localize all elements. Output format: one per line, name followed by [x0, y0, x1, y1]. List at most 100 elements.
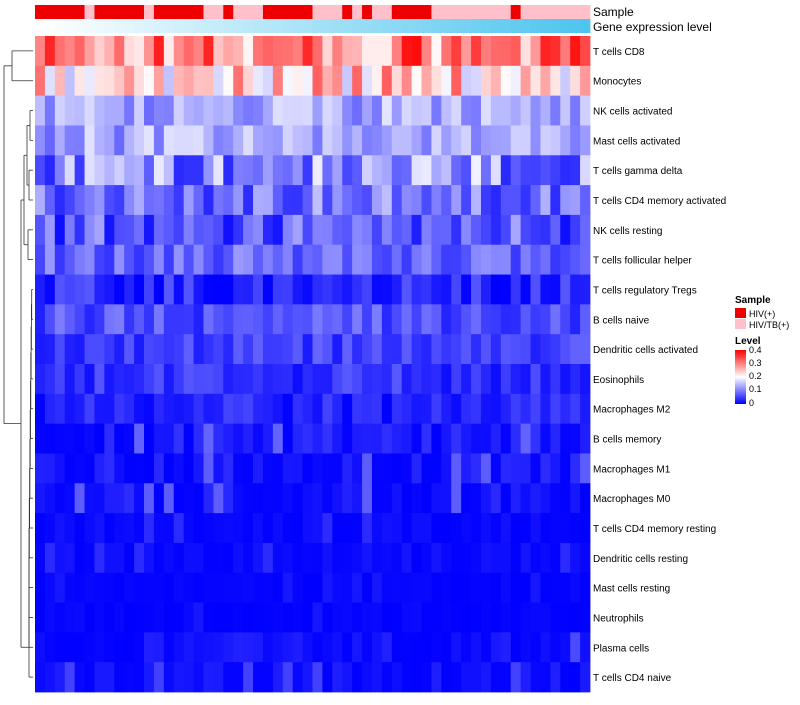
heatmap-cell	[411, 662, 422, 693]
heatmap-cell	[421, 334, 432, 365]
heatmap-cell	[253, 155, 264, 186]
heatmap-cell	[233, 423, 244, 454]
heatmap-cell	[500, 572, 512, 603]
heatmap-cell	[322, 453, 333, 484]
heatmap-cell	[401, 125, 413, 156]
row-label: NK cells activated	[593, 107, 672, 118]
heatmap-cell	[153, 274, 165, 305]
heatmap-cell	[441, 513, 452, 544]
heatmap-cell	[282, 542, 294, 574]
heatmap-cell	[431, 572, 442, 603]
heatmap-cell	[134, 602, 145, 633]
heatmap-cell	[272, 185, 284, 216]
heatmap-cell	[550, 602, 561, 633]
heatmap-cell	[44, 513, 56, 544]
heatmap-cell	[490, 214, 502, 246]
heatmap-cell	[500, 542, 512, 574]
heatmap-cell	[471, 483, 482, 514]
heatmap-cell	[411, 334, 422, 365]
heatmap-cell	[64, 274, 76, 305]
heatmap-cell	[272, 36, 284, 67]
heatmap-cell	[391, 155, 403, 186]
heatmap-cell	[322, 632, 333, 663]
heatmap-cell	[401, 364, 413, 395]
heatmap-cell	[520, 36, 531, 67]
heatmap-cell	[84, 632, 95, 663]
heatmap-cell	[480, 36, 492, 67]
heatmap-cell	[302, 364, 313, 395]
heatmap-cell	[332, 334, 343, 365]
level-tick-label: 0	[749, 398, 754, 408]
sample-annotation-cell	[401, 5, 413, 19]
heatmap-cell	[163, 334, 175, 365]
heatmap-cell	[441, 602, 452, 633]
heatmap-cell	[163, 572, 175, 603]
heatmap-cell	[391, 662, 403, 693]
heatmap-cell	[35, 572, 46, 603]
expression-annotation-cell	[570, 19, 581, 33]
heatmap-cell	[451, 393, 462, 425]
heatmap-cell	[183, 214, 194, 246]
heatmap-cell	[342, 65, 353, 97]
heatmap-cell	[183, 602, 194, 633]
heatmap-cell	[35, 662, 46, 693]
heatmap-cell	[163, 453, 175, 484]
heatmap-cell	[570, 453, 581, 484]
heatmap-cell	[213, 214, 224, 246]
heatmap-cell	[421, 453, 432, 484]
heatmap-cell	[441, 274, 452, 305]
heatmap-cell	[153, 125, 165, 156]
heatmap-cell	[114, 274, 125, 305]
heatmap-cell	[411, 185, 422, 216]
heatmap-cell	[292, 542, 303, 574]
heatmap-cell	[193, 125, 204, 156]
heatmap-cell	[451, 513, 462, 544]
row-dendrogram	[3, 50, 33, 678]
heatmap-cell	[381, 542, 393, 574]
heatmap-cell	[262, 632, 274, 663]
heatmap-cell	[342, 214, 353, 246]
heatmap-cell	[421, 662, 432, 693]
heatmap-cell	[243, 453, 254, 484]
heatmap-cell	[74, 185, 85, 216]
heatmap-cell	[431, 393, 442, 425]
heatmap-cell	[233, 453, 244, 484]
heatmap-cell	[480, 125, 492, 156]
heatmap-cell	[352, 662, 363, 693]
heatmap-cell	[500, 155, 512, 186]
heatmap-cell	[114, 364, 125, 395]
heatmap-cell	[381, 483, 393, 514]
heatmap-cell	[480, 244, 492, 275]
heatmap-cell	[352, 125, 363, 156]
heatmap-cell	[401, 602, 413, 633]
heatmap-cell	[540, 513, 551, 544]
heatmap-cell	[114, 483, 125, 514]
heatmap-cell	[173, 632, 185, 663]
heatmap-cell	[391, 304, 403, 335]
heatmap-cell	[550, 36, 561, 67]
expression-annotation-cell	[134, 19, 145, 33]
heatmap-cell	[461, 662, 472, 693]
heatmap-cell	[302, 483, 313, 514]
heatmap-cell	[213, 393, 224, 425]
expression-annotation-cell	[550, 19, 561, 33]
heatmap-cell	[540, 155, 551, 186]
heatmap-cell	[84, 36, 95, 67]
heatmap-cell	[471, 95, 482, 126]
heatmap-cell	[520, 662, 531, 693]
heatmap-cell	[431, 602, 442, 633]
heatmap-cell	[431, 125, 442, 156]
heatmap-cell	[54, 334, 66, 365]
heatmap-cell	[153, 364, 165, 395]
heatmap-cell	[342, 125, 353, 156]
heatmap-cell	[480, 95, 492, 126]
heatmap-cell	[84, 542, 95, 574]
heatmap-cell	[233, 65, 244, 97]
heatmap-cell	[292, 423, 303, 454]
heatmap-cell	[362, 632, 373, 663]
heatmap-cell	[94, 393, 105, 425]
heatmap-cell	[530, 214, 541, 246]
heatmap-cell	[64, 423, 76, 454]
heatmap-cell	[35, 125, 46, 156]
heatmap-cell	[401, 423, 413, 454]
